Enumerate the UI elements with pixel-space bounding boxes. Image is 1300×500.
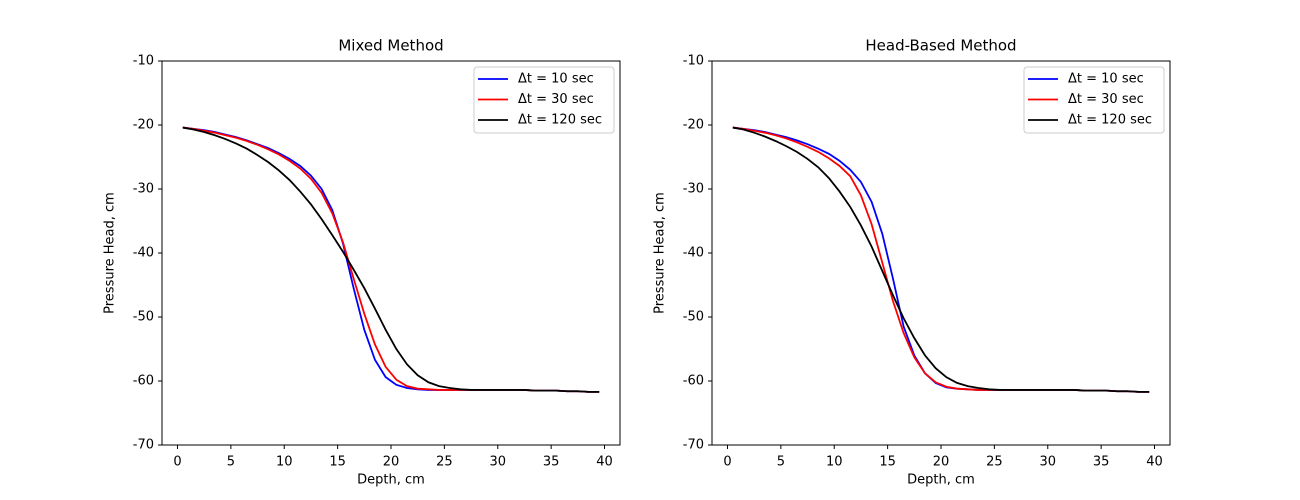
y-axis-label: Pressure Head, cm <box>653 192 668 314</box>
x-tick-label: 10 <box>276 455 293 470</box>
x-tick-label: 10 <box>826 455 843 470</box>
x-tick-label: 25 <box>986 455 1003 470</box>
x-tick-label: 15 <box>329 455 346 470</box>
data-line <box>182 126 600 393</box>
y-tick-label: -10 <box>133 54 154 69</box>
x-tick-label: 40 <box>1146 455 1163 470</box>
x-tick-label: 5 <box>227 455 235 470</box>
subplot: Head-Based Method Depth, cm Pressure Head,… <box>653 37 1171 488</box>
y-tick-label: -70 <box>133 438 154 453</box>
axes-frame <box>161 60 621 446</box>
y-tick-label: -30 <box>683 182 704 197</box>
y-tick-label: -40 <box>133 246 154 261</box>
x-tick-label: 40 <box>596 455 613 470</box>
data-line <box>182 126 600 393</box>
y-tick-label: -20 <box>683 118 704 133</box>
y-axis-label: Pressure Head, cm <box>103 192 118 314</box>
subplot: Mixed Method Depth, cm Pressure Head, cm 0 5… <box>103 37 621 488</box>
legend-label: Δt = 10 sec <box>1068 72 1144 87</box>
x-tick-label: 25 <box>436 455 453 470</box>
data-line <box>732 126 1150 393</box>
data-line <box>732 126 1150 393</box>
legend-box <box>1023 66 1165 134</box>
x-tick-label: 35 <box>1093 455 1110 470</box>
y-tick-label: -30 <box>133 182 154 197</box>
y-tick-label: -70 <box>683 438 704 453</box>
legend-label: Δt = 120 sec <box>518 113 602 128</box>
y-tick-label: -40 <box>683 246 704 261</box>
y-tick-label: -60 <box>133 374 154 389</box>
y-tick-label: -10 <box>683 54 704 69</box>
y-tick-label: -20 <box>133 118 154 133</box>
legend-label: Δt = 30 sec <box>1068 92 1144 107</box>
y-tick-label: -50 <box>683 310 704 325</box>
x-tick-label: 30 <box>1039 455 1056 470</box>
x-tick-label: 15 <box>879 455 896 470</box>
x-tick-label: 35 <box>543 455 560 470</box>
x-tick-label: 5 <box>777 455 785 470</box>
axes-frame <box>711 60 1171 446</box>
x-axis-label: Depth, cm <box>357 473 425 488</box>
x-tick-label: 20 <box>383 455 400 470</box>
legend-box <box>473 66 615 134</box>
chart-title: Head-Based Method <box>865 37 1016 55</box>
x-axis-label: Depth, cm <box>907 473 975 488</box>
data-line <box>182 126 600 393</box>
y-tick-label: -60 <box>683 374 704 389</box>
x-tick-label: 0 <box>723 455 731 470</box>
chart-title: Mixed Method <box>338 37 443 55</box>
legend-label: Δt = 10 sec <box>518 72 594 87</box>
x-tick-label: 20 <box>933 455 950 470</box>
x-tick-label: 30 <box>489 455 506 470</box>
data-line <box>732 126 1150 393</box>
legend-label: Δt = 30 sec <box>518 92 594 107</box>
y-tick-label: -50 <box>133 310 154 325</box>
legend-label: Δt = 120 sec <box>1068 113 1152 128</box>
x-tick-label: 0 <box>173 455 181 470</box>
